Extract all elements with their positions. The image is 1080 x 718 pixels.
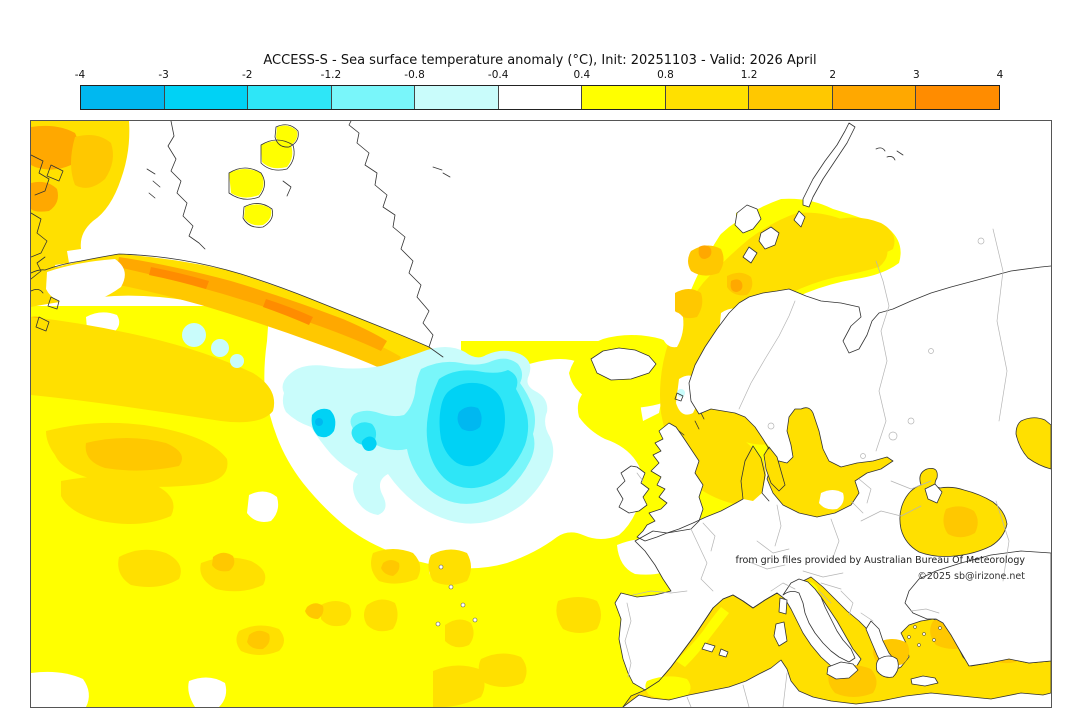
north-africa (623, 660, 1051, 707)
colorbar-tick: -2 (242, 69, 253, 81)
colorbar-tick-labels: -4 -3 -2 -1.2 -0.8 -0.4 0.4 0.8 1.2 2 3 4 (75, 69, 1004, 83)
colorbar-tick: -0.4 (487, 69, 509, 81)
atlantic-coastline (614, 502, 737, 691)
enclosed-seas-layer (622, 407, 1051, 707)
greenland-coastline (31, 253, 444, 358)
colorbar-segment-5 (497, 86, 582, 109)
colorbar-tick: 0.8 (657, 69, 674, 81)
map-frame: from grib files provided by Australian B… (30, 120, 1052, 708)
scandinavia-coastline (688, 265, 1051, 450)
attribution-source: from grib files provided by Australian B… (735, 555, 1025, 566)
colorbar-tick: 3 (913, 69, 920, 81)
colorbar-segment-7 (664, 86, 749, 109)
colorbar-tick: -3 (158, 69, 169, 81)
sicily (826, 661, 859, 680)
page-title: ACCESS-S - Sea surface temperature anoma… (263, 53, 817, 68)
iceland (591, 348, 656, 380)
kattegat (763, 446, 786, 492)
colorbar-tick: 1.2 (740, 69, 758, 81)
colorbar-segment-2 (247, 86, 331, 109)
colorbar-tick: -4 (74, 69, 86, 81)
crimea (924, 483, 943, 504)
caspian-sea (1015, 417, 1051, 470)
ireland (617, 466, 649, 513)
cold-anomaly-blob (282, 346, 554, 524)
ocean-warm-detail-layer (31, 121, 895, 707)
colorbar-segment-3 (330, 86, 415, 109)
corsica (778, 597, 788, 615)
colorbar-tick: 2 (829, 69, 837, 81)
crete (910, 675, 939, 687)
colorbar-segment-6 (581, 86, 665, 109)
azores-islands (435, 564, 478, 627)
colorbar-tick: -1.2 (320, 69, 342, 81)
attribution-copyright: ©2025 sb@irizone.net (917, 571, 1025, 582)
colorbar-tick: -0.8 (404, 69, 425, 81)
balearic-islands (701, 642, 716, 653)
svalbard (734, 204, 762, 234)
colorbar-tick: 4 (996, 69, 1004, 81)
sardinia (773, 621, 788, 647)
colorbar-tick: 0.4 (573, 69, 591, 81)
colorbar-segment-0 (81, 86, 164, 109)
novaya-zemlya (802, 122, 856, 208)
colorbar-segment-10 (915, 86, 1000, 109)
baltic-sea (766, 407, 894, 518)
anomaly-map (31, 121, 1051, 707)
coastline-layer (31, 121, 1051, 691)
colorbar-segment-1 (163, 86, 248, 109)
colorbar-segment-4 (414, 86, 498, 109)
colorbar-segment-8 (748, 86, 832, 109)
colorbar (80, 85, 1000, 110)
country-borders (624, 228, 1010, 707)
italy (782, 578, 856, 663)
colorbar-segment-9 (831, 86, 916, 109)
anatolia (904, 550, 1051, 667)
